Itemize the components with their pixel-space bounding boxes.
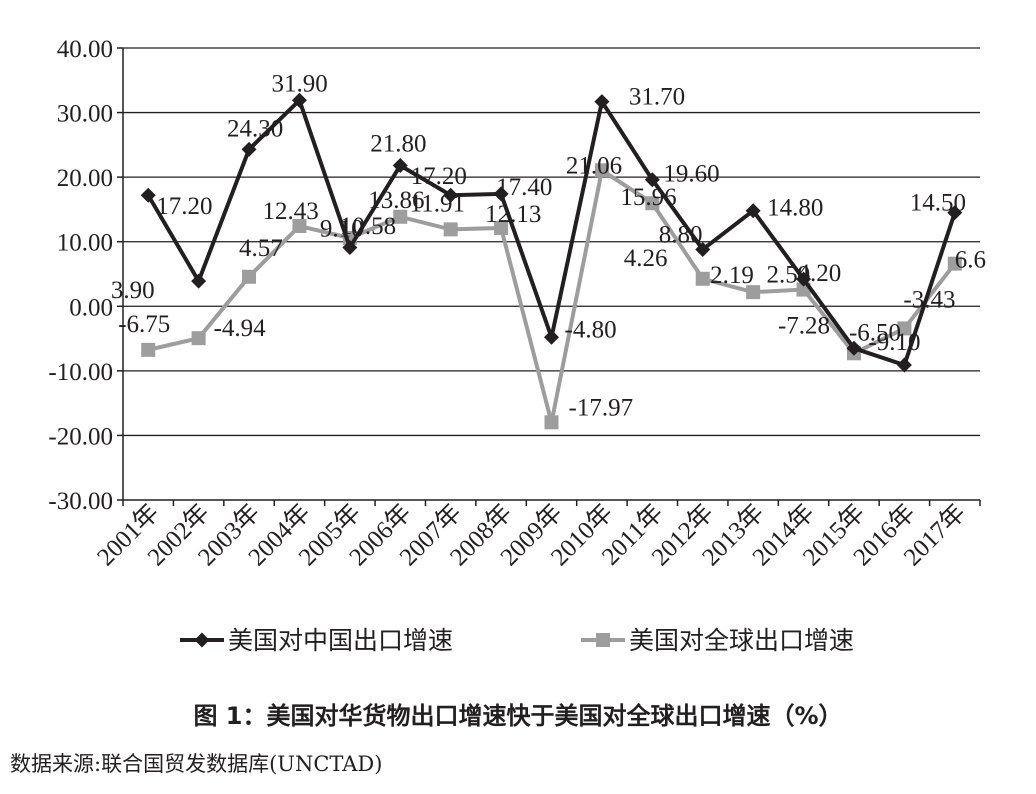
y-tick-label: 30.00 <box>57 101 113 128</box>
data-label: 19.60 <box>663 161 719 188</box>
data-label: 21.80 <box>370 131 426 158</box>
data-point-square <box>242 269 257 284</box>
data-source-note: 数据来源:联合国贸发数据库(UNCTAD) <box>10 752 383 776</box>
data-point-square <box>594 163 609 178</box>
data-label: 2.59 <box>767 262 811 289</box>
data-point-diamond <box>392 158 408 174</box>
data-point-diamond <box>796 271 812 287</box>
legend-label: 美国对全球出口增速 <box>629 626 854 655</box>
data-label: 12.43 <box>262 198 318 225</box>
data-point-diamond <box>191 273 207 289</box>
data-point-diamond <box>644 172 660 188</box>
data-label: 17.40 <box>496 174 552 201</box>
data-label: 4.57 <box>239 235 283 262</box>
data-label: -6.75 <box>118 311 170 338</box>
y-tick-label: -30.00 <box>48 488 113 515</box>
data-point-diamond <box>443 187 459 203</box>
legend-item: 美国对中国出口增速 <box>180 626 453 655</box>
data-point-diamond <box>241 141 257 157</box>
data-point-square <box>897 321 912 336</box>
data-label: -4.94 <box>214 315 267 342</box>
legend-marker-square <box>596 633 610 647</box>
data-label: -3.43 <box>903 286 955 313</box>
legend-label: 美国对中国出口增速 <box>228 626 453 655</box>
data-point-diamond <box>342 240 358 256</box>
gridlines <box>123 47 980 437</box>
y-tick-label: -20.00 <box>48 423 113 450</box>
series <box>140 92 963 430</box>
data-point-square <box>393 209 408 224</box>
data-point-square <box>947 256 962 271</box>
data-label: -6.50 <box>849 319 901 346</box>
data-label: -17.97 <box>569 394 634 421</box>
data-label: 24.30 <box>227 115 283 142</box>
x-tick-labels: 2001年2002年2003年2004年2005年2006年2007年2008年… <box>92 498 971 571</box>
data-label: 17.20 <box>156 193 212 220</box>
data-label: 31.70 <box>629 84 685 111</box>
data-label: 12.13 <box>485 201 541 228</box>
data-point-diamond <box>846 340 862 356</box>
data-point-square <box>191 331 206 346</box>
legend: 美国对中国出口增速 美国对全球出口增速 <box>180 626 854 655</box>
legend-marker-diamond <box>194 632 210 648</box>
axes <box>117 47 981 506</box>
y-tick-label: -10.00 <box>48 359 113 386</box>
y-tick-label: 0.00 <box>69 294 113 321</box>
data-point-diamond <box>745 203 761 219</box>
data-point-diamond <box>291 92 307 108</box>
data-label: 4.26 <box>624 245 668 272</box>
data-label: -9.10 <box>868 329 920 356</box>
line-chart: 40.00 30.00 20.00 10.00 0.00 -10.00 -20.00 -30.… <box>48 36 986 655</box>
data-point-square <box>746 285 761 300</box>
data-point-square <box>544 415 559 430</box>
legend-item: 美国对全球出口增速 <box>581 626 854 655</box>
data-label: 9.10 <box>320 216 364 243</box>
data-label: 14.80 <box>767 195 823 222</box>
data-point-square <box>695 271 710 286</box>
data-label: 3.90 <box>111 277 155 304</box>
data-point-diamond <box>896 357 912 373</box>
data-point-square <box>494 220 509 235</box>
data-point-diamond <box>544 329 559 345</box>
data-label: 2.19 <box>710 262 754 289</box>
y-tick-labels: 40.00 30.00 20.00 10.00 0.00 -10.00 -20.00 -30.… <box>48 36 113 515</box>
data-point-diamond <box>695 241 711 257</box>
data-label: 13.86 <box>368 187 424 214</box>
data-point-square <box>645 196 660 211</box>
data-label: 21.06 <box>566 152 622 179</box>
series-us-to-china <box>140 92 963 373</box>
data-label: 4.20 <box>798 260 842 287</box>
y-tick-label: 20.00 <box>57 165 113 192</box>
data-point-diamond <box>493 186 509 202</box>
data-label: 14.50 <box>910 190 966 217</box>
data-point-square <box>292 219 307 234</box>
data-point-diamond <box>947 205 963 221</box>
data-label: -4.80 <box>565 316 617 343</box>
data-label: 10.58 <box>340 213 396 240</box>
data-point-diamond <box>140 187 156 203</box>
data-point-diamond <box>594 94 610 110</box>
data-label: 11.91 <box>410 190 465 217</box>
data-label: -7.28 <box>778 312 830 339</box>
figure-caption: 图 1：美国对华货物出口增速快于美国对全球出口增速（%） <box>193 702 843 730</box>
data-labels: 17.20 3.90 24.30 31.90 9.10 21.80 17.20 17.40 -4… <box>111 70 986 421</box>
y-tick-label: 40.00 <box>57 36 113 63</box>
data-label: 31.90 <box>271 70 327 97</box>
data-label: 15.96 <box>620 184 676 211</box>
y-tick-label: 10.00 <box>57 230 113 257</box>
data-label: 8.80 <box>659 221 703 248</box>
data-label: 6.6 <box>955 247 986 274</box>
data-point-square <box>141 342 156 357</box>
data-label: 17.20 <box>411 163 467 190</box>
data-point-square <box>443 222 458 237</box>
